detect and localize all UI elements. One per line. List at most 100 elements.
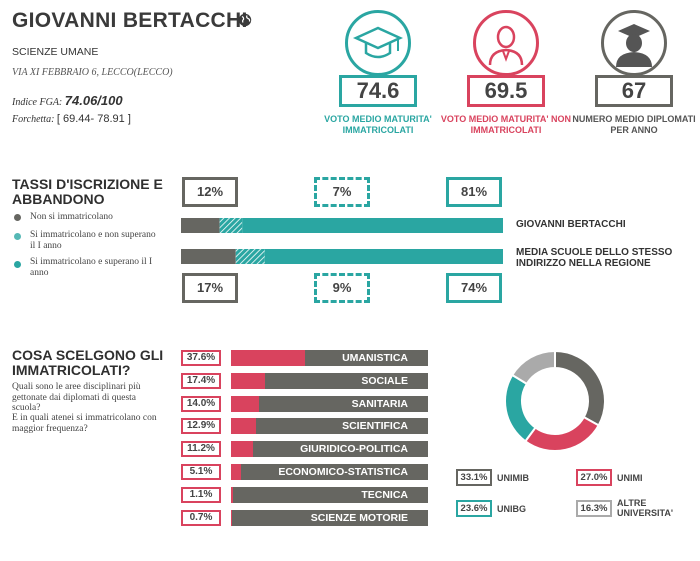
- uni-label-unibg: UNIBG: [497, 504, 526, 514]
- area-pct-label: 14.0%: [181, 395, 221, 412]
- area-pct-label: 12.9%: [181, 418, 221, 435]
- area-bar-fill: [231, 464, 242, 480]
- kpi-diplomati-value: 67: [595, 75, 673, 107]
- area-bar-track: SANITARIA: [231, 395, 428, 412]
- area-row: 5.1% ECONOMICO-STATISTICA: [181, 464, 431, 480]
- person-icon: [488, 25, 524, 66]
- choices-title: COSA SCELGONO GLI IMMATRICOLATI?: [12, 347, 164, 378]
- area-pct-label: 0.7%: [181, 509, 221, 526]
- uni-label-unimib: UNIMIB: [497, 473, 529, 483]
- school-segment-non-immatricolano: [181, 218, 220, 233]
- enrollment-title: TASSI D'ISCRIZIONE E ABBANDONO: [12, 176, 163, 207]
- legend-dot-non-superano: [14, 233, 21, 240]
- region-pct-non-immatricolano: 17%: [182, 273, 238, 303]
- area-row: 1.1% TECNICA: [181, 486, 431, 503]
- school-type: SCIENZE UMANE: [12, 46, 99, 58]
- atenei-donut-chart: [504, 349, 606, 452]
- areas-bar-chart: 37.6% UMANISTICA 17.4% SOCIALE 14.0% SANITARI…: [181, 350, 431, 530]
- fga-value: 74.06/100: [64, 93, 123, 108]
- uni-pct-altre: 16.3%: [576, 500, 612, 517]
- school-segment-superano: [242, 218, 503, 233]
- uni-pct-unimi: 27.0%: [576, 469, 612, 486]
- region-pct-non-superano: 9%: [314, 273, 370, 303]
- graduation-cap-icon: [352, 26, 404, 59]
- area-bar-track: ECONOMICO-STATISTICA: [231, 464, 428, 480]
- area-bar-track: SCIENZE MOTORIE: [231, 509, 428, 526]
- area-bar-track: TECNICA: [231, 486, 428, 503]
- school-name: GIOVANNI BERTACCHI: [12, 9, 248, 32]
- area-row: 14.0% SANITARIA: [181, 395, 431, 412]
- area-pct-label: 37.6%: [181, 350, 221, 366]
- area-bar-fill: [231, 350, 305, 366]
- area-bar-fill: [231, 486, 234, 503]
- area-name: UMANISTICA: [342, 352, 408, 364]
- area-row: 37.6% UMANISTICA: [181, 350, 431, 366]
- area-bar-fill: [231, 418, 257, 435]
- donut-slice-altre-universita-: [510, 349, 556, 386]
- kpi-diplomati-circle: [601, 10, 667, 76]
- area-name: ECONOMICO-STATISTICA: [278, 466, 408, 478]
- choices-question-atenei: E in quali atenei si immatricolano con m…: [12, 413, 157, 434]
- area-bar-fill: [231, 395, 259, 412]
- area-name: SANITARIA: [351, 397, 408, 410]
- area-row: 0.7% SCIENZE MOTORIE: [181, 509, 431, 526]
- area-pct-label: 17.4%: [181, 372, 221, 389]
- fga-index: Indice FGA: 74.06/100: [12, 93, 123, 108]
- area-bar-fill: [231, 441, 254, 458]
- kpi-non-immatricolati-value: 69.5: [467, 75, 545, 107]
- legend-non-immatricolano: Non si immatricolano: [30, 212, 113, 222]
- uni-pct-unimib: 33.1%: [456, 469, 492, 486]
- legend-non-superano: Si immatricolano e non superano il I ann…: [30, 230, 156, 251]
- school-pct-superano: 81%: [446, 177, 502, 207]
- region-segment-non-immatricolano: [181, 249, 236, 264]
- area-name: TECNICA: [361, 488, 408, 501]
- area-row: 17.4% SOCIALE: [181, 372, 431, 389]
- area-name: SCIENZE MOTORIE: [310, 511, 408, 524]
- area-pct-label: 11.2%: [181, 441, 221, 458]
- area-row: 12.9% SCIENTIFICA: [181, 418, 431, 435]
- area-bar-track: SOCIALE: [231, 372, 428, 389]
- graduate-icon: [616, 24, 652, 67]
- area-pct-label: 5.1%: [181, 464, 221, 480]
- school-address: VIA XI FEBBRAIO 6, LECCO(LECCO): [12, 67, 173, 78]
- donut-slice-unibg: [504, 373, 537, 443]
- area-bar-fill: [231, 509, 233, 526]
- donut-slice-unimi: [523, 415, 601, 452]
- region-bar-label: MEDIA SCUOLE DELLO STESSO INDIRIZZO NELL…: [516, 247, 673, 269]
- area-pct-label: 1.1%: [181, 486, 221, 503]
- school-bar-label: GIOVANNI BERTACCHI: [516, 219, 626, 230]
- area-bar-track: UMANISTICA: [231, 350, 428, 366]
- kpi-immatricolati-value: 74.6: [339, 75, 417, 107]
- area-bar-track: SCIENTIFICA: [231, 418, 428, 435]
- legend-dot-superano: [14, 261, 21, 268]
- kpi-non-immatricolati-label: VOTO MEDIO MATURITA' NON IMMATRICOLATI: [440, 114, 572, 135]
- uni-label-altre: ALTRE UNIVERSITA': [617, 498, 673, 518]
- area-bar-track: GIURIDICO-POLITICA: [231, 441, 428, 458]
- choices-question-areas: Quali sono le aree disciplinari più gett…: [12, 382, 141, 413]
- area-bar-fill: [231, 372, 266, 389]
- forchetta-value: [ 69.44- 78.91 ]: [56, 113, 131, 125]
- kpi-diplomati-label: NUMERO MEDIO DIPLOMATI PER ANNO: [572, 114, 696, 135]
- area-row: 11.2% GIURIDICO-POLITICA: [181, 441, 431, 458]
- legend-superano: Si immatricolano e superano il I anno: [30, 257, 153, 278]
- area-name: SOCIALE: [361, 374, 408, 387]
- area-name: SCIENTIFICA: [342, 420, 408, 433]
- kpi-immatricolati-label: VOTO MEDIO MATURITA' IMMATRICOLATI: [324, 114, 432, 135]
- school-pct-non-superano: 7%: [314, 177, 370, 207]
- school-segment-non-superano: [219, 218, 243, 233]
- area-name: GIURIDICO-POLITICA: [300, 443, 408, 456]
- kpi-non-immatricolati-circle: [473, 10, 539, 76]
- kpi-immatricolati-circle: [345, 10, 411, 76]
- school-pct-non-immatricolano: 12%: [182, 177, 238, 207]
- fga-label: Indice FGA:: [12, 97, 63, 108]
- region-pct-superano: 74%: [446, 273, 502, 303]
- legend-dot-non-immatricolano: [14, 214, 21, 221]
- kpi-group: 74.6 VOTO MEDIO MATURITA' IMMATRICOLATI …: [310, 0, 700, 140]
- uni-label-unimi: UNIMI: [617, 473, 643, 483]
- forchetta: Forchetta: [ 69.44- 78.91 ]: [12, 113, 131, 125]
- globe-icon[interactable]: [238, 13, 252, 27]
- forchetta-label: Forchetta:: [12, 114, 55, 125]
- donut-slice-unimib: [554, 349, 606, 427]
- region-segment-non-superano: [235, 249, 265, 264]
